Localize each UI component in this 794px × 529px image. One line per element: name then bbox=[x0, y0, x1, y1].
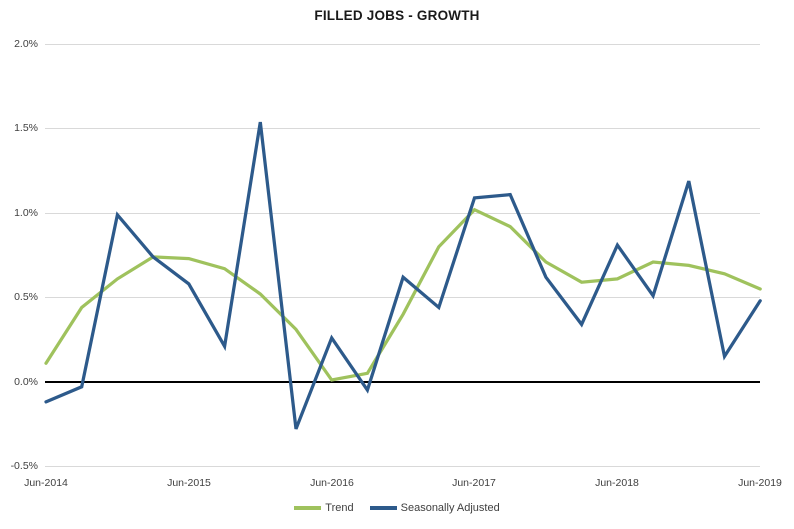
legend-label-seasonally-adjusted: Seasonally Adjusted bbox=[400, 502, 500, 514]
chart-legend: Trend Seasonally Adjusted bbox=[0, 502, 794, 514]
zero-axis-line bbox=[45, 381, 760, 383]
trend-legend-swatch bbox=[294, 506, 322, 510]
x-axis-tick-label: Jun-2014 bbox=[24, 477, 68, 489]
trend-line-series bbox=[44, 207, 762, 382]
legend-item-trend: Trend bbox=[294, 502, 354, 514]
x-axis-tick-label: Jun-2019 bbox=[738, 477, 782, 489]
gridline bbox=[45, 44, 760, 45]
x-axis-tick-label: Jun-2018 bbox=[595, 477, 639, 489]
gridline bbox=[45, 213, 760, 214]
legend-item-seasonally-adjusted: Seasonally Adjusted bbox=[369, 502, 500, 514]
seasonally-adjusted-legend-swatch bbox=[369, 506, 397, 510]
gridline bbox=[45, 128, 760, 129]
y-axis-tick-label: 2.0% bbox=[14, 38, 38, 50]
y-axis-tick-label: 1.0% bbox=[14, 207, 38, 219]
seasonally-adjusted-line-series bbox=[44, 121, 762, 430]
gridline bbox=[45, 297, 760, 298]
legend-label-trend: Trend bbox=[325, 502, 354, 514]
x-axis-tick-label: Jun-2017 bbox=[452, 477, 496, 489]
x-axis-tick-label: Jun-2015 bbox=[167, 477, 211, 489]
y-axis-tick-label: -0.5% bbox=[10, 460, 38, 472]
y-axis-tick-label: 1.5% bbox=[14, 122, 38, 134]
chart-title: FILLED JOBS - GROWTH bbox=[314, 8, 480, 23]
y-axis-tick-label: 0.5% bbox=[14, 291, 38, 303]
y-axis-tick-label: 0.0% bbox=[14, 376, 38, 388]
x-axis-tick-label: Jun-2016 bbox=[310, 477, 354, 489]
gridline bbox=[45, 466, 760, 467]
